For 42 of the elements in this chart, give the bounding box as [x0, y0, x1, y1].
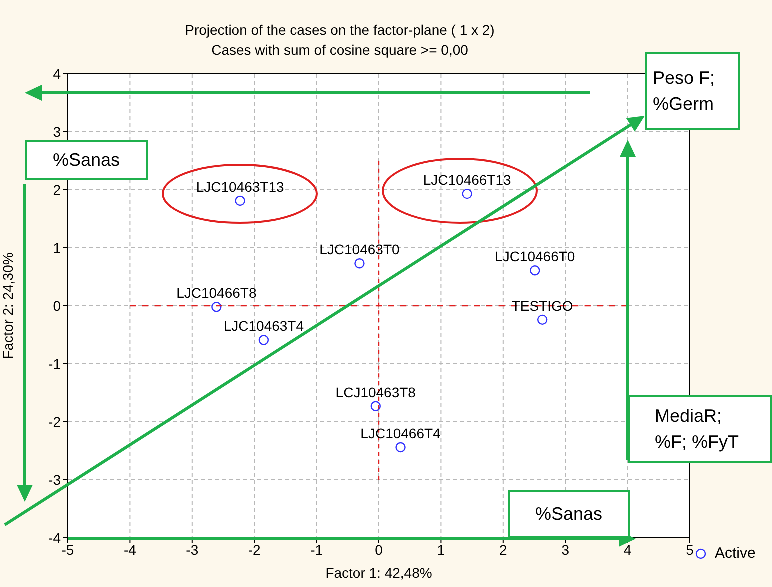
x-tick-label: 2 — [500, 542, 508, 558]
annotation: LJC10463T4 — [224, 318, 304, 334]
annotation: MediaR; %F; %FyT — [655, 405, 740, 454]
annotation: Peso F; %Germ — [653, 67, 716, 116]
x-tick-label: -1 — [310, 542, 324, 558]
x-tick-label: -5 — [62, 542, 74, 558]
y-tick-label: 1 — [53, 240, 62, 256]
y-tick-label: -1 — [48, 356, 62, 372]
x-tick-label: -4 — [124, 542, 137, 558]
annotation: LCJ10463T8 — [336, 384, 416, 400]
annotation: %Sanas — [52, 149, 120, 172]
annotation: LJC10466T4 — [360, 426, 442, 442]
x-tick-label: 3 — [562, 542, 570, 558]
x-tick-label: 0 — [375, 542, 384, 558]
chart-title: Projection of the cases on the factor-plane ( 1 x 2) — [184, 21, 496, 40]
y-axis-title: Factor 2: 24,30% — [0, 252, 16, 360]
y-tick-label: 3 — [53, 124, 62, 140]
annotation: LJC10463T13 — [196, 179, 284, 196]
annotation: %Sanas — [535, 503, 603, 526]
annotation: TESTIGO — [512, 298, 574, 314]
x-tick-label: -3 — [186, 542, 199, 558]
text-box: MediaR; %F; %FyT — [628, 395, 772, 463]
text-box: Peso F; %Germ — [645, 52, 740, 130]
x-tick-label: 5 — [686, 542, 694, 558]
annotation: LJC10466T0 — [495, 248, 576, 265]
x-axis-title: Factor 1: 42,48% — [326, 565, 432, 581]
text-box: %Sanas — [25, 140, 148, 180]
text-box: %Sanas — [508, 490, 630, 538]
y-tick-label: -2 — [48, 414, 62, 430]
annotation: LJC10466T8 — [176, 285, 257, 302]
y-tick-label: 0 — [53, 298, 62, 314]
legend-label: Active — [715, 545, 756, 562]
x-tick-label: -2 — [248, 542, 262, 558]
chart-subtitle: Cases with sum of cosine square >= 0,00 — [210, 41, 470, 60]
y-tick-label: 4 — [53, 66, 62, 82]
x-tick-label: 1 — [437, 542, 446, 558]
x-tick-label: 4 — [624, 542, 632, 558]
y-tick-label: 2 — [53, 182, 62, 198]
y-tick-label: -4 — [48, 530, 62, 546]
annotation: LJC10466T13 — [423, 172, 512, 188]
annotation: LJC10463T0 — [320, 242, 400, 258]
y-tick-label: -3 — [48, 472, 62, 488]
